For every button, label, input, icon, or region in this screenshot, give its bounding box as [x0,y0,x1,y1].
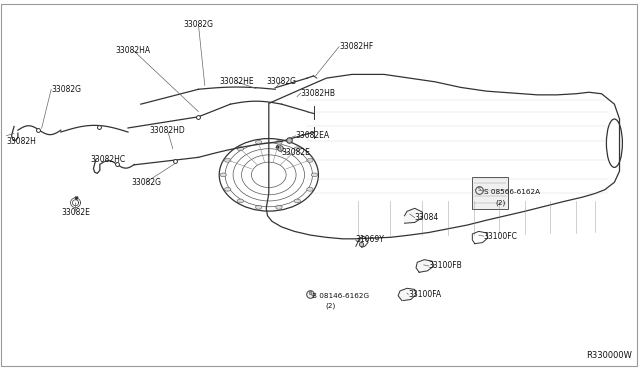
Text: 33082G: 33082G [51,85,81,94]
Text: R330000W: R330000W [586,351,632,360]
Text: 33100FC: 33100FC [484,232,518,241]
Ellipse shape [237,199,244,203]
Ellipse shape [225,187,231,191]
Text: 33082EA: 33082EA [296,131,330,140]
Ellipse shape [311,173,317,177]
Text: S: S [477,187,480,192]
Ellipse shape [307,158,313,162]
Text: 33082E: 33082E [61,208,90,217]
Polygon shape [404,208,422,223]
Text: 33100FB: 33100FB [429,262,463,270]
Ellipse shape [307,187,313,191]
Text: 33082E: 33082E [282,148,310,157]
Text: 33082HF: 33082HF [339,42,374,51]
Ellipse shape [294,199,300,203]
Text: 33082HC: 33082HC [90,155,125,164]
Text: 33082HB: 33082HB [301,89,336,97]
Ellipse shape [276,205,282,209]
Text: B 08146-6162G: B 08146-6162G [312,293,369,299]
Polygon shape [398,288,416,301]
Ellipse shape [237,147,244,151]
FancyBboxPatch shape [472,177,508,209]
Text: 33082H: 33082H [6,137,36,146]
Text: 33082HD: 33082HD [150,126,186,135]
Text: 33082G: 33082G [267,77,296,86]
Text: 33082HA: 33082HA [116,46,150,55]
Ellipse shape [294,147,300,151]
Ellipse shape [225,158,231,162]
Text: 31069Y: 31069Y [355,235,384,244]
Text: B: B [308,291,312,296]
Text: 33082HE: 33082HE [220,77,254,86]
Text: 33082G: 33082G [131,178,161,187]
Text: 33084: 33084 [415,213,439,222]
Ellipse shape [276,141,282,144]
Text: (2): (2) [325,302,335,309]
Text: 33100FA: 33100FA [408,290,442,299]
Text: 33082G: 33082G [184,20,213,29]
Ellipse shape [220,173,227,177]
Text: S 08566-6162A: S 08566-6162A [484,189,540,195]
Text: (2): (2) [495,199,506,206]
Polygon shape [416,260,434,272]
Ellipse shape [255,141,262,144]
Ellipse shape [255,205,262,209]
